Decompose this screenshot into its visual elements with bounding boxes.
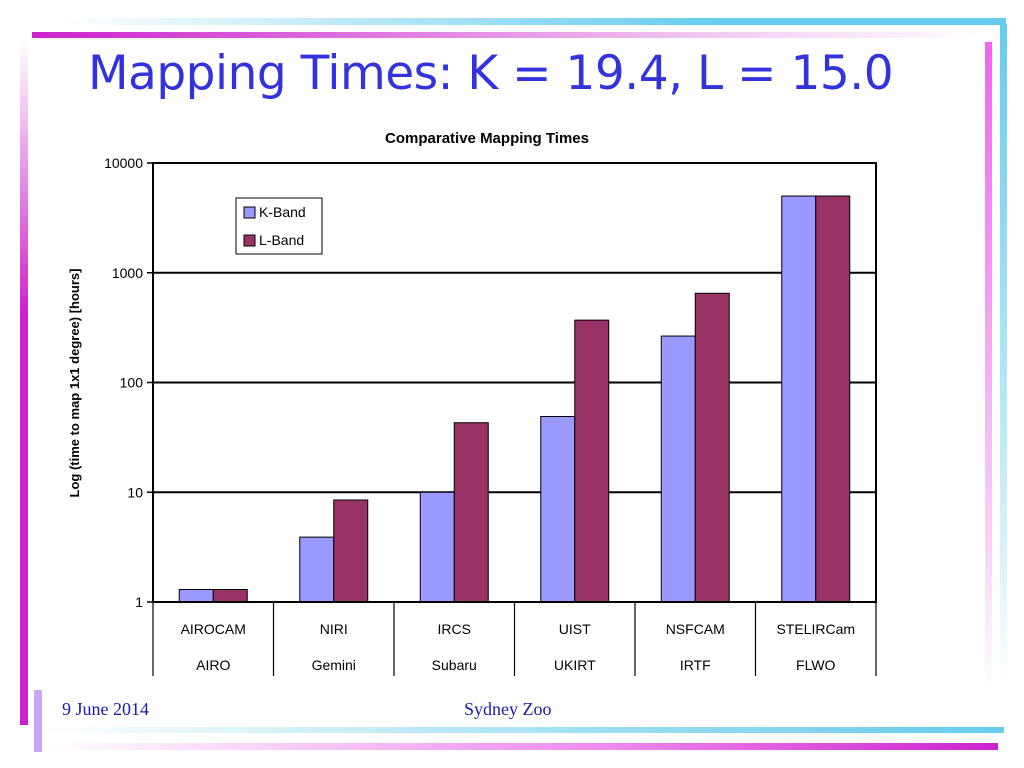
y-tick-label: 100 (120, 375, 144, 391)
x-group-label: Subaru (432, 657, 477, 673)
y-tick-label: 1000 (112, 265, 143, 281)
bar (419, 491, 455, 603)
x-tick-label: NIRI (320, 621, 348, 637)
legend-swatch (243, 206, 256, 219)
x-group-label: IRTF (680, 657, 711, 673)
bar (815, 195, 851, 603)
bottom-magenta-bar (42, 743, 998, 750)
bar (178, 588, 214, 603)
x-group-label: Gemini (312, 657, 356, 673)
slide-title: Mapping Times: K = 19.4, L = 15.0 (88, 46, 894, 101)
legend-entry: L-Band (259, 232, 304, 248)
right-magenta-bar (985, 42, 992, 692)
y-axis-label: Log (time to map 1x1 degree) [hours] (67, 269, 82, 498)
bar (540, 416, 576, 603)
bar (299, 536, 335, 603)
bottom-cyan-bar (42, 727, 1004, 733)
x-tick-label: NSFCAM (666, 621, 725, 637)
x-tick-label: STELIRCam (776, 621, 855, 637)
footer-date: 9 June 2014 (62, 699, 149, 719)
bar (212, 588, 248, 603)
bar (694, 292, 730, 603)
x-group-label: AIRO (196, 657, 230, 673)
footer-center: Sydney Zoo (464, 699, 552, 719)
x-group-label: UKIRT (554, 657, 596, 673)
left-lilac-bar (34, 690, 42, 752)
bar (574, 319, 610, 603)
legend-swatch (243, 234, 256, 247)
legend: K-Band L-Band (235, 197, 323, 255)
y-tick-label: 1 (135, 594, 143, 610)
bar (781, 195, 817, 603)
top-magenta-bar (32, 32, 982, 38)
y-tick-label: 10 (127, 484, 143, 500)
bar (660, 335, 696, 603)
bar (453, 422, 489, 603)
x-group-label: FLWO (796, 657, 836, 673)
chart-title: Comparative Mapping Times (385, 130, 589, 147)
bar (333, 499, 369, 603)
legend-entry: K-Band (259, 204, 306, 220)
top-cyan-bar (60, 18, 1006, 25)
x-tick-label: UIST (559, 621, 591, 637)
x-tick-label: AIROCAM (181, 621, 246, 637)
x-tick-label: IRCS (438, 621, 471, 637)
right-cyan-bar (1000, 24, 1007, 684)
left-magenta-bar (20, 40, 28, 725)
y-tick-label: 10000 (104, 155, 143, 171)
